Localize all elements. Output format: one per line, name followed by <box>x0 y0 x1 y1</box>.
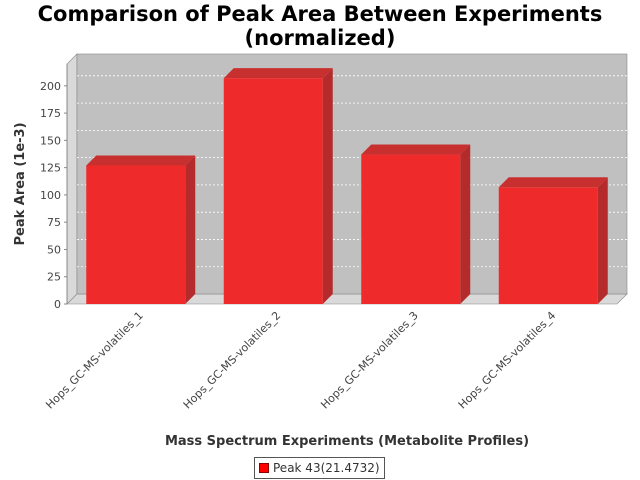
x-tick-label: Hops_GC-MS-volatiles_2 <box>181 309 284 412</box>
bar <box>223 68 333 304</box>
y-tick-label: 25 <box>47 271 61 284</box>
x-tick-label: Hops_GC-MS-volatiles_3 <box>318 309 421 412</box>
left-wall <box>66 53 78 305</box>
bar-side <box>597 177 608 304</box>
bar-side <box>322 68 333 304</box>
y-tick-label: 175 <box>40 107 61 120</box>
bar <box>86 155 196 304</box>
y-tick-label: 50 <box>47 243 61 256</box>
bar-top <box>86 155 196 166</box>
bar-front <box>223 78 323 304</box>
y-tick-label: 200 <box>40 80 61 93</box>
bar-top <box>361 144 471 155</box>
legend: Peak 43(21.4732) <box>254 457 385 479</box>
y-tick-label: 75 <box>47 216 61 229</box>
bar <box>498 177 608 304</box>
y-tick-label: 100 <box>40 189 61 202</box>
y-tick-label: 125 <box>40 162 61 175</box>
chart-title-line-1: Comparison of Peak Area Between Experime… <box>37 2 603 26</box>
bar-top <box>223 68 333 79</box>
x-axis-title: Mass Spectrum Experiments (Metabolite Pr… <box>165 434 529 449</box>
y-tick-label: 150 <box>40 134 61 147</box>
bar-top <box>498 177 608 188</box>
x-tick-label: Hops_GC-MS-volatiles_1 <box>43 309 146 412</box>
x-tick-label: Hops_GC-MS-volatiles_4 <box>456 309 559 412</box>
bar-side <box>185 155 196 304</box>
y-axis-title: Peak Area (1e-3) <box>13 122 28 245</box>
bar <box>361 144 471 304</box>
bar-front <box>498 187 598 304</box>
bars <box>86 68 608 304</box>
y-tick-label: 0 <box>54 298 61 311</box>
bar-front <box>86 165 186 304</box>
legend-swatch <box>259 463 269 473</box>
bar-front <box>361 154 461 304</box>
bar-side <box>460 144 471 304</box>
x-axis: Hops_GC-MS-volatiles_1 Hops_GC-MS-volatil… <box>43 309 558 449</box>
y-axis: 0 25 50 75 100 125 150 175 200 Peak Area (1e-3) <box>13 64 68 311</box>
legend-label: Peak 43(21.4732) <box>273 461 380 475</box>
chart-title-line-2: (normalized) <box>244 26 396 50</box>
chart-title: Comparison of Peak Area Between Experime… <box>0 2 640 50</box>
